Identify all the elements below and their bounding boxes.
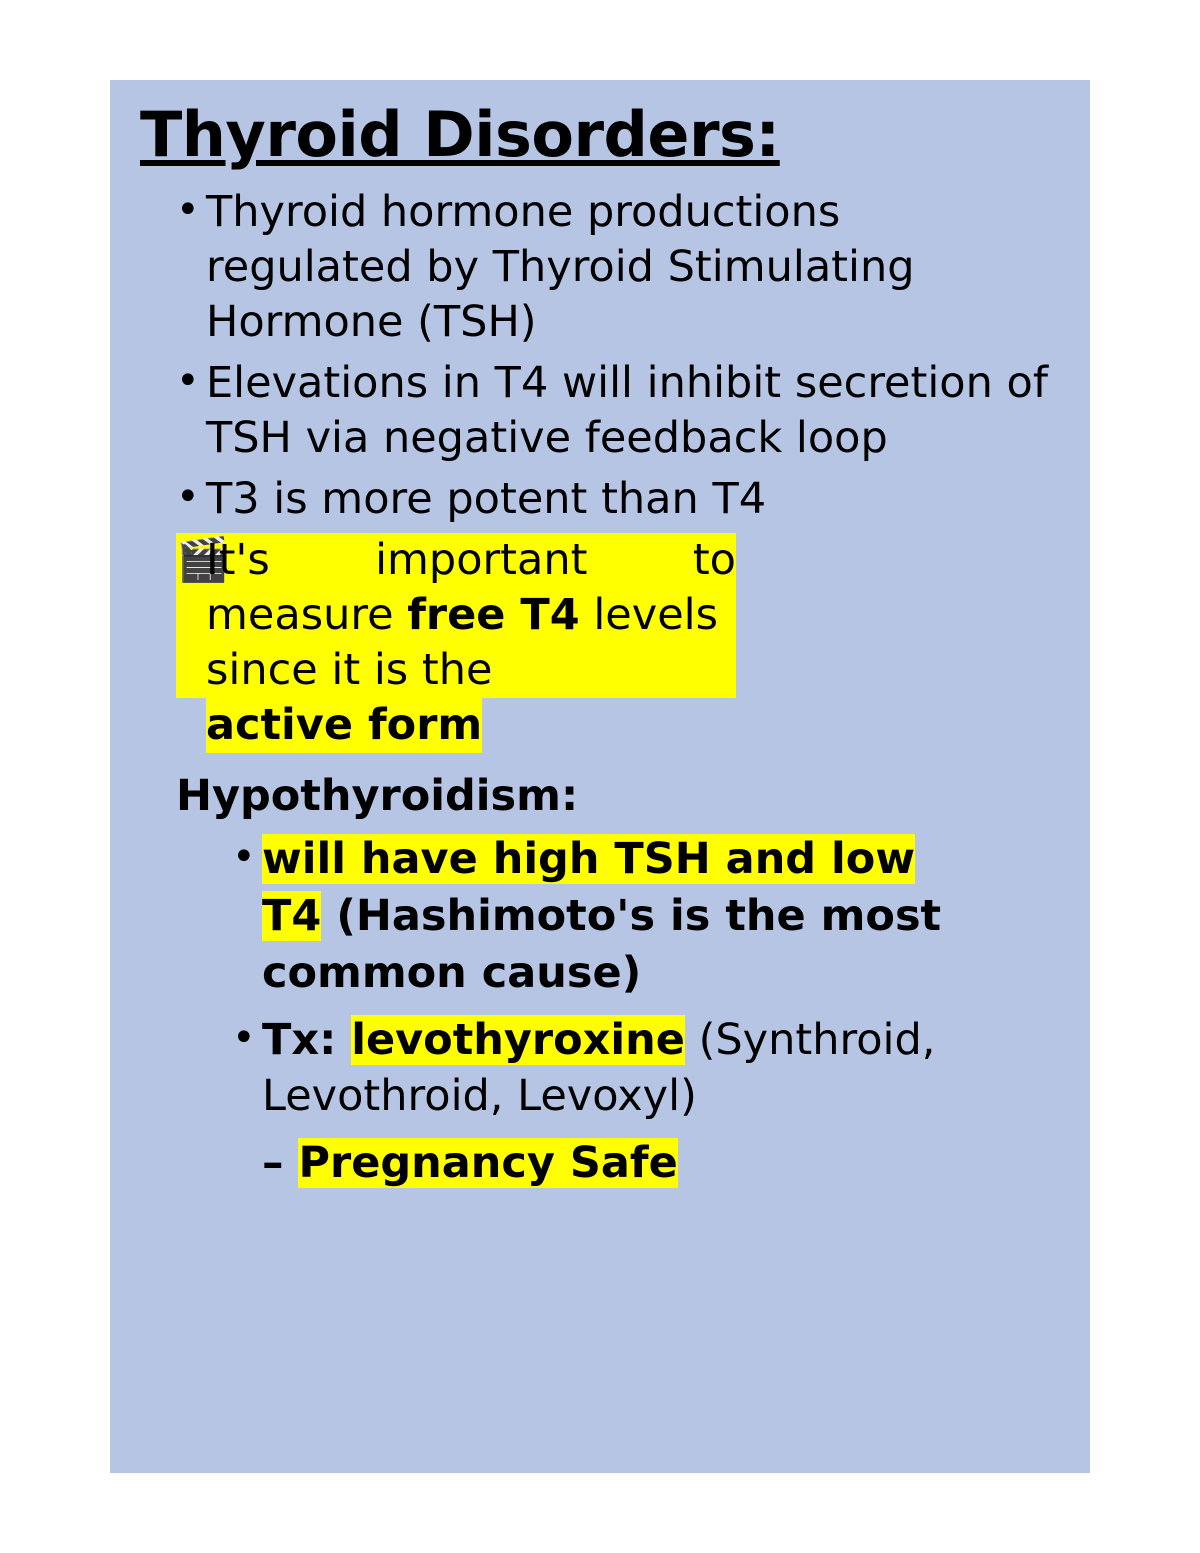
highlight-free-t4: 🎬It's important to measure free T4 level… (176, 533, 736, 698)
page: Thyroid Disorders: Thyroid hormone produ… (0, 0, 1200, 1553)
hl-its: It's (206, 535, 270, 585)
bullet-tsh-regulation: Thyroid hormone productions regulated by… (176, 185, 1060, 350)
bullet-free-t4-important: ul.top > li:nth-child(4)::before{content… (176, 533, 1060, 753)
hypo-bullet-list: will have high TSH and low T4 (Hashimoto… (140, 831, 1060, 1125)
pregnancy-safe-line: – Pregnancy Safe (262, 1135, 1060, 1192)
hashimoto-note: (Hashimoto's is the most common cause) (262, 891, 941, 998)
top-bullet-list: Thyroid hormone productions regulated by… (140, 185, 1060, 753)
bullet-t4-feedback: Elevations in T4 will inhibit secretion … (176, 356, 1060, 466)
hl-free-t4: free T4 (407, 590, 579, 640)
hl-active-form: active form (206, 698, 482, 753)
dash: – (262, 1138, 298, 1188)
hl-since: since it is the (176, 643, 736, 698)
page-title: Thyroid Disorders: (140, 98, 1060, 171)
hl-high-tsh-low-t4-line1: will have high TSH and low (262, 834, 915, 884)
hl-to: to (693, 533, 736, 588)
hypo-treatment: Tx: levothyroxine (Synthroid, Levothroid… (232, 1012, 1060, 1126)
hl-measure: measure (206, 590, 407, 640)
hl-high-tsh-low-t4-line2: T4 (262, 891, 321, 941)
hl-levothyroxine: levothyroxine (351, 1015, 685, 1065)
hl-levels: levels (580, 590, 718, 640)
bullet-t3-potent: T3 is more potent than T4 (176, 472, 1060, 527)
hypo-high-tsh-low-t4: will have high TSH and low T4 (Hashimoto… (232, 831, 1060, 1001)
note-card: Thyroid Disorders: Thyroid hormone produ… (110, 80, 1090, 1473)
tx-label: Tx: (262, 1015, 351, 1065)
hl-important: important (375, 533, 587, 588)
clapper-icon: 🎬 (176, 533, 206, 588)
hypothyroidism-heading: Hypothyroidism: (176, 771, 1060, 821)
hl-pregnancy-safe: Pregnancy Safe (298, 1138, 677, 1188)
